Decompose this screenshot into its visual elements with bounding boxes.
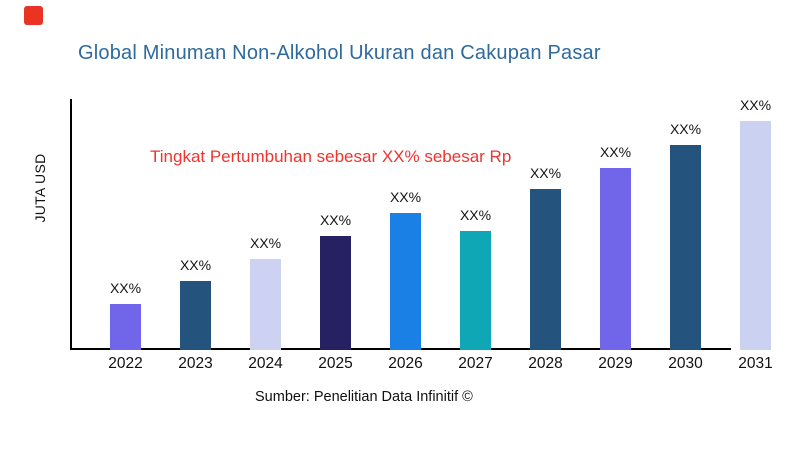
bar-2027 [460,231,491,350]
x-tick-label-2029: 2029 [598,355,633,372]
x-tick-label-2024: 2024 [248,355,283,372]
bar-value-label-2022: XX% [109,280,142,296]
bar-value-label-2023: XX% [179,257,212,273]
bar-value-label-2031: XX% [739,97,772,113]
bar-2029 [600,168,631,350]
growth-rate-annotation: Tingkat Pertumbuhan sebesar XX% sebesar … [150,147,512,166]
bar-2028 [530,189,561,350]
x-tick-label-2027: 2027 [458,355,493,372]
x-tick-label-2028: 2028 [528,355,563,372]
bar-2022 [110,304,141,350]
bar-value-label-2026: XX% [389,189,422,205]
bar-value-label-2028: XX% [529,165,562,181]
bar-2023 [180,281,211,350]
x-tick-label-2022: 2022 [108,355,143,372]
source-credit: Sumber: Penelitian Data Infinitif © [255,389,473,405]
bar-value-label-2024: XX% [249,235,282,251]
x-tick-label-2026: 2026 [388,355,423,372]
x-tick-label-2023: 2023 [178,355,213,372]
bar-2026 [390,213,421,350]
x-tick-label-2025: 2025 [318,355,353,372]
bar-value-label-2030: XX% [669,121,702,137]
bar-value-label-2027: XX% [459,207,492,223]
bar-2031 [740,121,771,350]
logo-red-square [24,6,43,25]
x-tick-label-2030: 2030 [668,355,703,372]
bar-2025 [320,236,351,350]
chart-title: Global Minuman Non-Alkohol Ukuran dan Ca… [78,42,601,64]
y-axis-line [70,99,72,350]
y-axis-label: JUTA USD [32,153,48,223]
bar-value-label-2025: XX% [319,212,352,228]
x-tick-label-2031: 2031 [738,355,773,372]
bar-2024 [250,259,281,350]
bar-2030 [670,145,701,350]
bar-value-label-2029: XX% [599,144,632,160]
